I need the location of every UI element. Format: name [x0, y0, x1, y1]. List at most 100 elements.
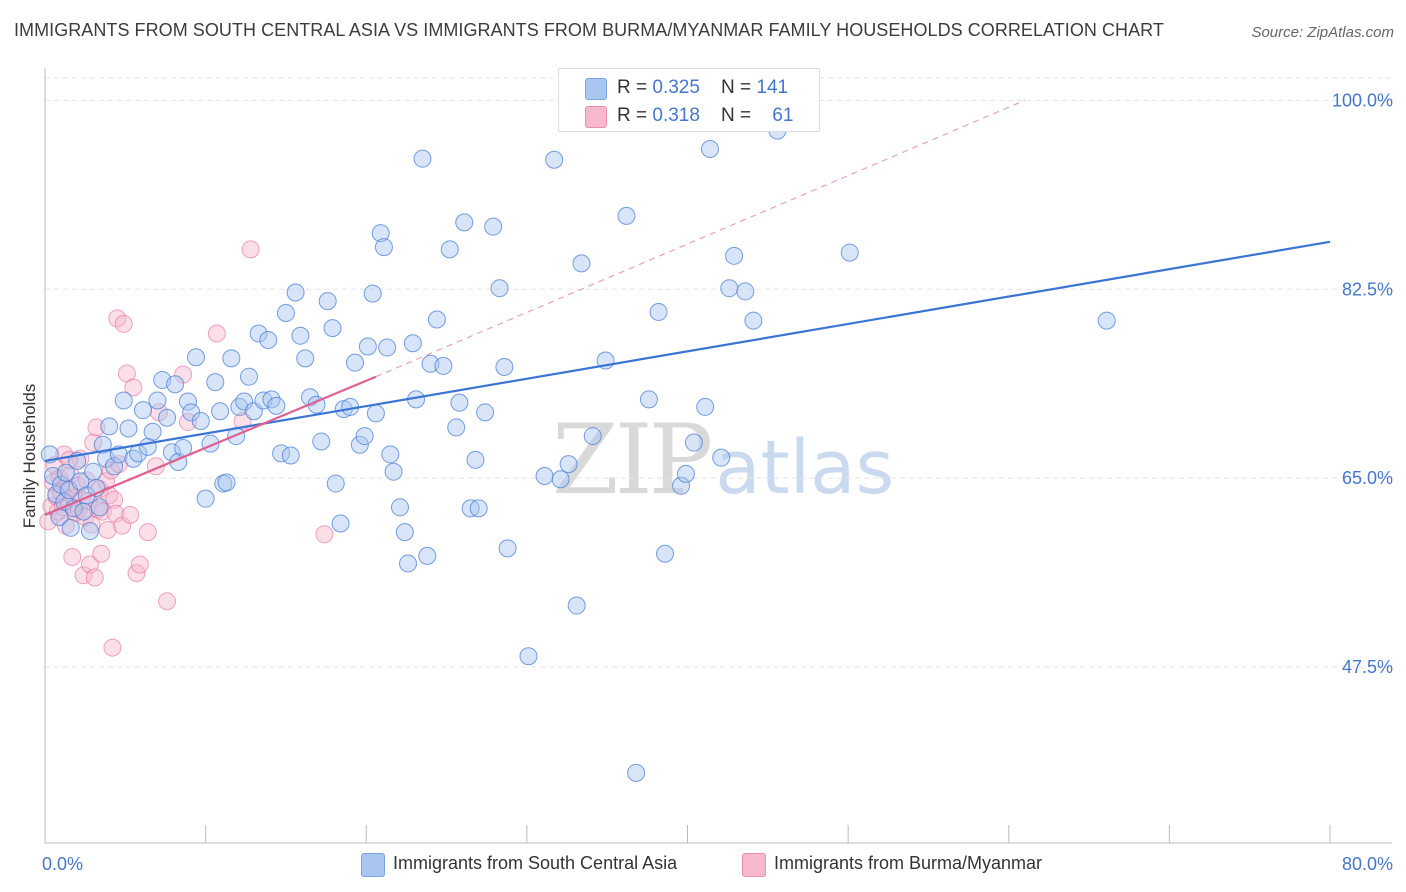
- data-point-south-central-asia: [378, 338, 397, 357]
- data-point-burma: [82, 515, 101, 534]
- data-point-south-central-asia: [259, 331, 278, 350]
- data-point-south-central-asia: [744, 311, 763, 330]
- y-tick-label: 47.5%: [1342, 657, 1393, 677]
- data-point-south-central-asia: [371, 224, 390, 243]
- legend-n-value: 61: [772, 105, 794, 126]
- stats-legend: R = 0.325 N = 141 R = 0.318 N = 61: [558, 68, 820, 132]
- data-point-south-central-asia: [545, 150, 564, 169]
- series-south-central-asia-points: [40, 121, 1116, 782]
- data-point-south-central-asia: [355, 427, 374, 446]
- data-point-south-central-asia: [235, 392, 254, 411]
- data-point-south-central-asia: [413, 149, 432, 168]
- y-tick-label: 82.5%: [1342, 279, 1393, 299]
- data-point-south-central-asia: [93, 435, 112, 454]
- data-point-south-central-asia: [222, 349, 241, 368]
- data-point-south-central-asia: [440, 240, 459, 259]
- data-point-south-central-asia: [720, 279, 739, 298]
- data-point-burma: [85, 568, 104, 587]
- legend-r-label: R =: [617, 105, 653, 126]
- data-point-south-central-asia: [736, 282, 755, 301]
- trend-line-burma: [44, 375, 377, 516]
- data-point-south-central-asia: [286, 283, 305, 302]
- data-point-south-central-asia: [427, 310, 446, 329]
- data-point-south-central-asia: [148, 391, 167, 410]
- data-point-burma: [315, 525, 334, 544]
- data-point-south-central-asia: [684, 433, 703, 452]
- data-point-south-central-asia: [399, 554, 418, 573]
- bottom-legend-swatch-pink: [742, 853, 766, 877]
- data-point-south-central-asia: [326, 474, 345, 493]
- data-point-south-central-asia: [119, 419, 138, 438]
- data-point-burma: [92, 544, 111, 563]
- data-point-south-central-asia: [366, 404, 385, 423]
- data-point-south-central-asia: [217, 473, 236, 492]
- data-point-burma: [207, 324, 226, 343]
- data-point-south-central-asia: [143, 422, 162, 441]
- data-point-burma: [98, 520, 117, 539]
- data-point-south-central-asia: [700, 139, 719, 158]
- data-point-burma: [63, 547, 82, 566]
- legend-r-label: R =: [617, 77, 653, 98]
- data-point-south-central-asia: [676, 464, 695, 483]
- data-point-south-central-asia: [495, 357, 514, 376]
- data-point-burma: [121, 505, 140, 524]
- bottom-legend-label: Immigrants from Burma/Myanmar: [774, 853, 1043, 873]
- data-point-south-central-asia: [186, 348, 205, 367]
- data-point-south-central-asia: [276, 304, 295, 323]
- y-axis-title: Family Households: [20, 384, 39, 529]
- legend-r-value: 0.325: [652, 77, 700, 98]
- data-point-south-central-asia: [840, 243, 859, 262]
- data-point-south-central-asia: [191, 411, 210, 430]
- bottom-legend-swatch-blue: [361, 853, 385, 877]
- data-point-south-central-asia: [211, 402, 230, 421]
- legend-n-label: N =: [721, 77, 757, 98]
- data-point-south-central-asia: [672, 476, 691, 495]
- watermark-atlas: atlas: [715, 425, 895, 511]
- data-point-south-central-asia: [551, 470, 570, 489]
- trend-lines: [44, 99, 1331, 516]
- data-point-south-central-asia: [239, 367, 258, 386]
- data-point-south-central-asia: [447, 418, 466, 437]
- data-point-burma: [178, 413, 197, 432]
- watermark: ZIPatlas: [552, 404, 894, 516]
- trend-line-burma-extension: [375, 99, 1026, 378]
- data-point-burma: [114, 314, 133, 333]
- chart-title: IMMIGRANTS FROM SOUTH CENTRAL ASIA VS IM…: [14, 20, 1164, 40]
- data-point-south-central-asia: [583, 427, 602, 446]
- data-point-burma: [74, 566, 93, 585]
- data-point-south-central-asia: [331, 514, 350, 533]
- data-point-south-central-asia: [158, 408, 177, 427]
- data-point-south-central-asia: [469, 499, 488, 518]
- data-point-south-central-asia: [318, 292, 337, 311]
- data-point-south-central-asia: [178, 392, 197, 411]
- legend-n-label: N =: [721, 105, 757, 126]
- data-point-south-central-asia: [712, 448, 731, 467]
- data-point-south-central-asia: [519, 647, 538, 666]
- data-point-burma: [241, 240, 260, 259]
- data-point-burma: [138, 523, 157, 542]
- legend-text: R = 0.318 N = 61: [617, 105, 793, 127]
- data-point-south-central-asia: [484, 217, 503, 236]
- data-point-south-central-asia: [649, 302, 668, 321]
- data-point-south-central-asia: [249, 324, 268, 343]
- source-label: Source: ZipAtlas.com: [1251, 24, 1394, 41]
- data-point-south-central-asia: [230, 397, 249, 416]
- data-point-burma: [130, 555, 149, 574]
- data-point-south-central-asia: [124, 449, 143, 468]
- data-point-south-central-asia: [434, 356, 453, 375]
- data-point-south-central-asia: [403, 334, 422, 353]
- data-point-burma: [103, 638, 122, 657]
- axes: [44, 68, 1392, 844]
- data-point-south-central-asia: [138, 437, 157, 456]
- legend-r-value: 0.318: [652, 105, 700, 126]
- data-point-burma: [105, 490, 124, 509]
- data-point-south-central-asia: [696, 397, 715, 416]
- data-point-south-central-asia: [80, 522, 99, 541]
- data-point-south-central-asia: [390, 498, 409, 517]
- data-point-south-central-asia: [90, 498, 109, 517]
- data-point-south-central-asia: [196, 489, 215, 508]
- data-point-south-central-asia: [84, 462, 103, 481]
- data-point-south-central-asia: [363, 284, 382, 303]
- data-point-south-central-asia: [74, 502, 93, 521]
